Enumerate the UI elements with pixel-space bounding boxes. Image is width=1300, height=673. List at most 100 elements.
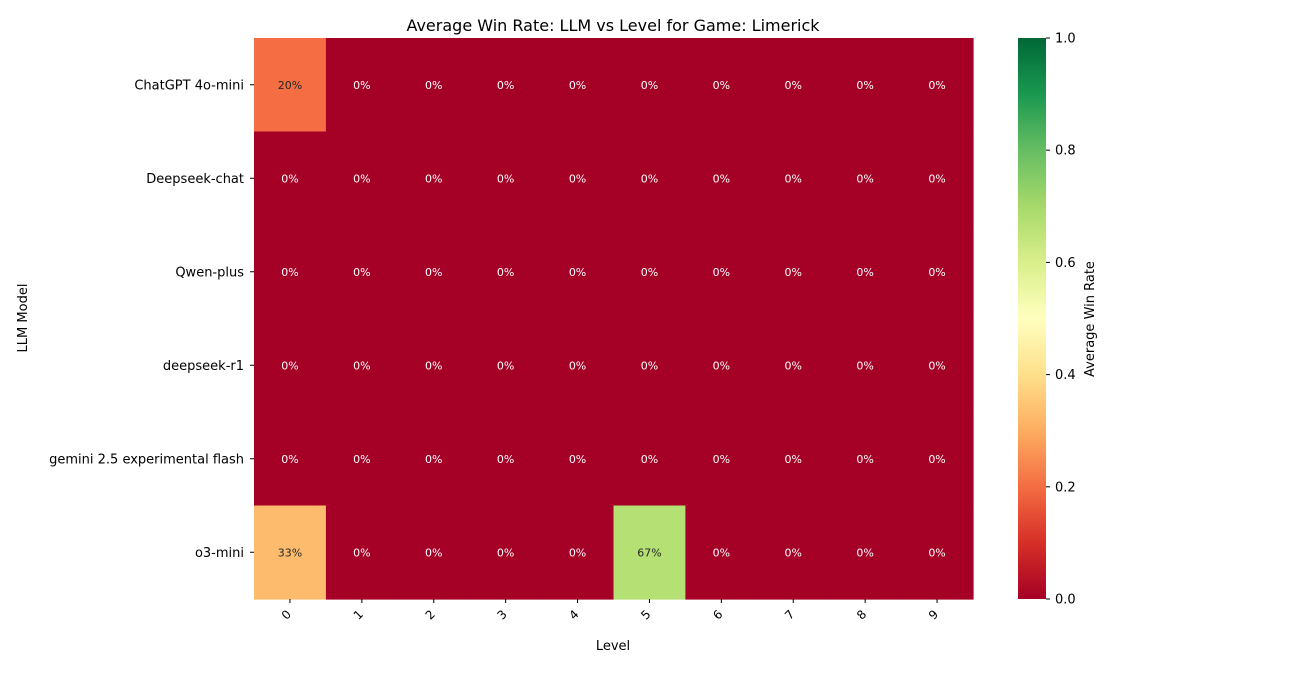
cell-value-label: 0% (713, 359, 730, 372)
heatmap-cell (757, 38, 830, 133)
heatmap-cell (757, 412, 830, 507)
cell-value-label: 0% (928, 266, 945, 279)
x-tick-label: 4 (566, 607, 581, 622)
x-tick-label: 9 (926, 607, 941, 622)
heatmap-cell (613, 318, 686, 413)
cell-value-label: 0% (713, 546, 730, 559)
heatmap-cell (541, 38, 615, 133)
cell-value-label: 0% (928, 172, 945, 185)
heatmap-cell (541, 225, 615, 320)
colorbar-ticks: 0.0 0.2 0.4 0.6 0.8 1.0 (1046, 32, 1076, 608)
heatmap-cell (397, 131, 471, 226)
x-axis-label: Level (596, 639, 630, 654)
colorbar-label: Average Win Rate (1083, 261, 1098, 377)
heatmap-cell (397, 38, 471, 133)
heatmap-cell (254, 225, 327, 320)
cell-value-label: 67% (637, 546, 661, 559)
heatmap-cell (829, 412, 902, 507)
cell-value-label: 0% (497, 172, 514, 185)
cell-value-label: 0% (569, 453, 586, 466)
heatmap-cell (469, 225, 543, 320)
y-tick-label: ChatGPT 4o-mini (134, 78, 244, 93)
cell-value-label: 0% (425, 359, 442, 372)
heatmap-cell (757, 225, 830, 320)
y-axis-label: LLM Model (16, 284, 31, 353)
heatmap-cell (254, 318, 327, 413)
cell-value-label: 0% (713, 453, 730, 466)
cell-value-label: 0% (569, 79, 586, 92)
heatmap-cell (613, 38, 686, 133)
cell-value-label: 0% (497, 453, 514, 466)
cell-value-label: 0% (928, 453, 945, 466)
cell-value-label: 0% (856, 79, 873, 92)
heatmap-cell (613, 412, 686, 507)
heatmap-cell (901, 318, 974, 413)
cell-value-label: 0% (353, 172, 370, 185)
heatmap-cell (541, 318, 615, 413)
heatmap-cell (829, 38, 902, 133)
heatmap-cell (469, 131, 543, 226)
cell-value-label: 0% (713, 266, 730, 279)
cell-value-label: 0% (353, 79, 370, 92)
cell-value-label: 0% (641, 172, 658, 185)
x-tick-label: 2 (423, 607, 438, 622)
cell-value-label: 0% (928, 359, 945, 372)
cell-value-label: 0% (569, 172, 586, 185)
y-axis: ChatGPT 4o-mini Deepseek-chat Qwen-plus dee… (49, 78, 254, 561)
heatmap-cell (469, 412, 543, 507)
heatmap-cell (325, 38, 399, 133)
cell-value-label: 0% (713, 172, 730, 185)
cell-value-label: 0% (856, 359, 873, 372)
colorbar-tick-label: 0.4 (1055, 368, 1076, 383)
x-tick-label: 5 (638, 607, 653, 622)
heatmap-cell (541, 131, 615, 226)
heatmap-cell (685, 412, 758, 507)
cell-value-label: 0% (353, 359, 370, 372)
heatmap-cell (901, 505, 974, 600)
heatmap-cell (397, 505, 471, 600)
heatmap-cell (254, 412, 327, 507)
colorbar-tick-label: 0.8 (1055, 144, 1076, 159)
cell-value-label: 0% (497, 266, 514, 279)
colorbar-tick-label: 0.0 (1055, 593, 1076, 608)
heatmap-cell (829, 225, 902, 320)
cell-value-label: 0% (785, 453, 802, 466)
heatmap-cell (829, 318, 902, 413)
cell-value-label: 0% (856, 172, 873, 185)
colorbar-gradient (1018, 38, 1046, 599)
heatmap-cell (541, 412, 615, 507)
cell-value-label: 20% (278, 79, 302, 92)
heatmap-cell (397, 412, 471, 507)
heatmap-cell (541, 505, 615, 600)
cell-value-label: 0% (281, 172, 298, 185)
y-tick-label: o3-mini (195, 546, 244, 561)
cell-value-label: 0% (425, 266, 442, 279)
heatmap-cell (325, 505, 399, 600)
heatmap-cell (613, 505, 686, 600)
heatmap-cell (901, 131, 974, 226)
heatmap-cell (325, 412, 399, 507)
cell-value-label: 0% (353, 266, 370, 279)
x-tick-label: 0 (279, 607, 294, 622)
x-tick-label: 3 (494, 607, 509, 622)
heatmap-cell (901, 412, 974, 507)
heatmap-cell (901, 225, 974, 320)
y-tick-label: Qwen-plus (175, 265, 244, 280)
heatmap-cell-labels: 20% 0% 0% 0% 0% 0% 0% 0% 0% 0% 0% 0% 0% 0% 0% 0% 0% 0% 0% 0… (278, 79, 946, 560)
cell-value-label: 0% (425, 546, 442, 559)
cell-value-label: 0% (856, 546, 873, 559)
heatmap-cell (685, 131, 758, 226)
heatmap-cell (254, 131, 327, 226)
heatmap-cell (469, 505, 543, 600)
cell-value-label: 0% (785, 266, 802, 279)
x-tick-label: 8 (854, 607, 869, 622)
cell-value-label: 0% (353, 453, 370, 466)
cell-value-label: 0% (281, 359, 298, 372)
cell-value-label: 0% (785, 546, 802, 559)
colorbar: 0.0 0.2 0.4 0.6 0.8 1.0 Average Win Rate (1018, 32, 1098, 608)
heatmap-cell (685, 318, 758, 413)
cell-value-label: 0% (569, 546, 586, 559)
cell-value-label: 0% (497, 359, 514, 372)
heatmap-cell (254, 505, 327, 600)
heatmap-cell (325, 225, 399, 320)
